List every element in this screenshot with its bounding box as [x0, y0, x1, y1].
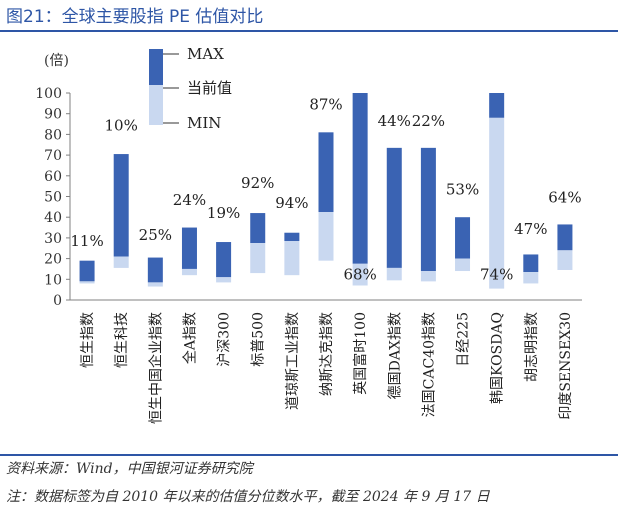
category-label: 恒生中国企业指数	[147, 312, 164, 424]
y-tick-label: 40	[44, 210, 62, 226]
bar-upper-segment	[318, 132, 334, 213]
category-label: 法国CAC40指数	[421, 312, 437, 417]
bar-lower-segment	[250, 243, 266, 274]
bar-upper-segment	[181, 227, 197, 269]
category-label: 德国DAX指数	[387, 312, 403, 399]
percentile-label: 92%	[241, 174, 274, 192]
y-tick-label: 30	[44, 231, 62, 247]
bar-lower-segment	[79, 281, 95, 284]
bar-upper-segment	[420, 147, 436, 272]
legend-swatch-upper	[149, 49, 163, 85]
y-tick-label: 10	[44, 272, 62, 288]
bar-lower-segment	[455, 258, 471, 272]
bar-lower-segment	[284, 241, 300, 276]
percentile-label: 11%	[70, 232, 103, 250]
y-tick-label: 20	[44, 252, 62, 268]
bar-lower-segment	[147, 282, 163, 287]
figure-title: 图21：全球主要股指 PE 估值对比	[6, 7, 264, 27]
category-label: 胡志明指数	[524, 312, 540, 382]
category-label: 道琼斯工业指数	[285, 312, 301, 410]
bar-upper-segment	[557, 224, 573, 251]
bar-upper-segment	[216, 242, 232, 278]
percentile-label: 24%	[173, 191, 206, 209]
source-note: 资料来源：Wind，中国银河证券研究院	[6, 461, 253, 477]
y-tick-label: 80	[44, 127, 62, 143]
title-rule	[0, 30, 618, 32]
category-label: 韩国KOSDAQ	[490, 312, 506, 404]
percentile-label: 19%	[207, 204, 240, 222]
footer-rule	[0, 454, 618, 456]
category-label: 全A指数	[181, 312, 198, 364]
legend-swatch-lower	[149, 85, 163, 125]
bar-upper-segment	[250, 213, 266, 244]
legend-label: 当前值	[187, 79, 232, 97]
category-label: 日经225	[456, 312, 472, 367]
bar-upper-segment	[284, 232, 300, 242]
y-axis-unit: (倍)	[44, 53, 69, 69]
bar-upper-segment	[523, 254, 539, 273]
y-tick-label: 70	[44, 148, 62, 164]
category-label: 标普500	[251, 312, 267, 367]
bar-lower-segment	[113, 256, 129, 268]
legend-label: MAX	[187, 45, 224, 63]
category-label: 恒生指数	[80, 312, 96, 368]
bar-upper-segment	[386, 147, 402, 268]
footnote: 注：数据标签为自 2010 年以来的估值分位数水平，截至 2024 年 9 月 …	[6, 489, 490, 505]
percentile-label: 64%	[548, 189, 581, 207]
chart-axes: 0 10 20 30 40 50 60 70 80 90 100 (倍)	[35, 53, 582, 309]
category-label: 纳斯达克指数	[319, 312, 335, 396]
category-label: 沪深300	[217, 312, 233, 367]
category-label: 恒生科技	[114, 312, 130, 368]
y-tick-label: 100	[35, 86, 62, 102]
percentile-label: 22%	[412, 112, 445, 130]
category-label: 印度SENSEX30	[558, 312, 574, 420]
chart-bars	[79, 93, 573, 289]
y-tick-label: 0	[53, 293, 62, 309]
y-tick-label: 50	[44, 190, 62, 206]
percentile-label: 74%	[480, 265, 513, 283]
percentile-label: 44%	[378, 112, 411, 130]
bar-lower-segment	[318, 212, 334, 261]
percentile-label: 94%	[275, 194, 308, 212]
percentile-label: 87%	[309, 96, 342, 114]
bar-lower-segment	[181, 268, 197, 276]
bar-lower-segment	[352, 263, 368, 286]
bar-lower-segment	[489, 117, 505, 289]
pe-chart: 0 10 20 30 40 50 60 70 80 90 100 (倍) 11% 10% 25%24%19…	[35, 45, 582, 424]
percentile-label: 68%	[343, 265, 376, 283]
bar-upper-segment	[455, 217, 471, 259]
percentile-label: 53%	[446, 180, 479, 198]
bar-lower-segment	[523, 272, 539, 284]
percentile-label: 47%	[514, 220, 547, 238]
y-tick-label: 60	[44, 169, 62, 185]
percentile-labels: 11% 10% 25%24%19%92%94% 87% 68% 44% 22% 53% 74% 4…	[70, 96, 581, 284]
y-tick-label: 90	[44, 107, 62, 123]
percentile-label: 25%	[139, 226, 172, 244]
bar-upper-segment	[113, 154, 129, 257]
bar-upper-segment	[79, 260, 95, 282]
bar-lower-segment	[386, 267, 402, 281]
chart-legend: MAX 当前值 MIN	[149, 45, 232, 132]
percentile-label: 10%	[105, 116, 138, 134]
bar-lower-segment	[216, 277, 232, 283]
category-labels: 恒生指数 恒生科技 恒生中国企业指数 全A指数 沪深300 标普500 道琼斯工业指数 纳斯达…	[80, 312, 574, 424]
bar-upper-segment	[352, 93, 368, 264]
bar-lower-segment	[557, 250, 573, 270]
bar-upper-segment	[147, 257, 163, 283]
legend-label: MIN	[187, 114, 221, 132]
bar-upper-segment	[489, 93, 505, 118]
category-label: 英国富时100	[352, 312, 369, 395]
bar-lower-segment	[420, 271, 436, 282]
